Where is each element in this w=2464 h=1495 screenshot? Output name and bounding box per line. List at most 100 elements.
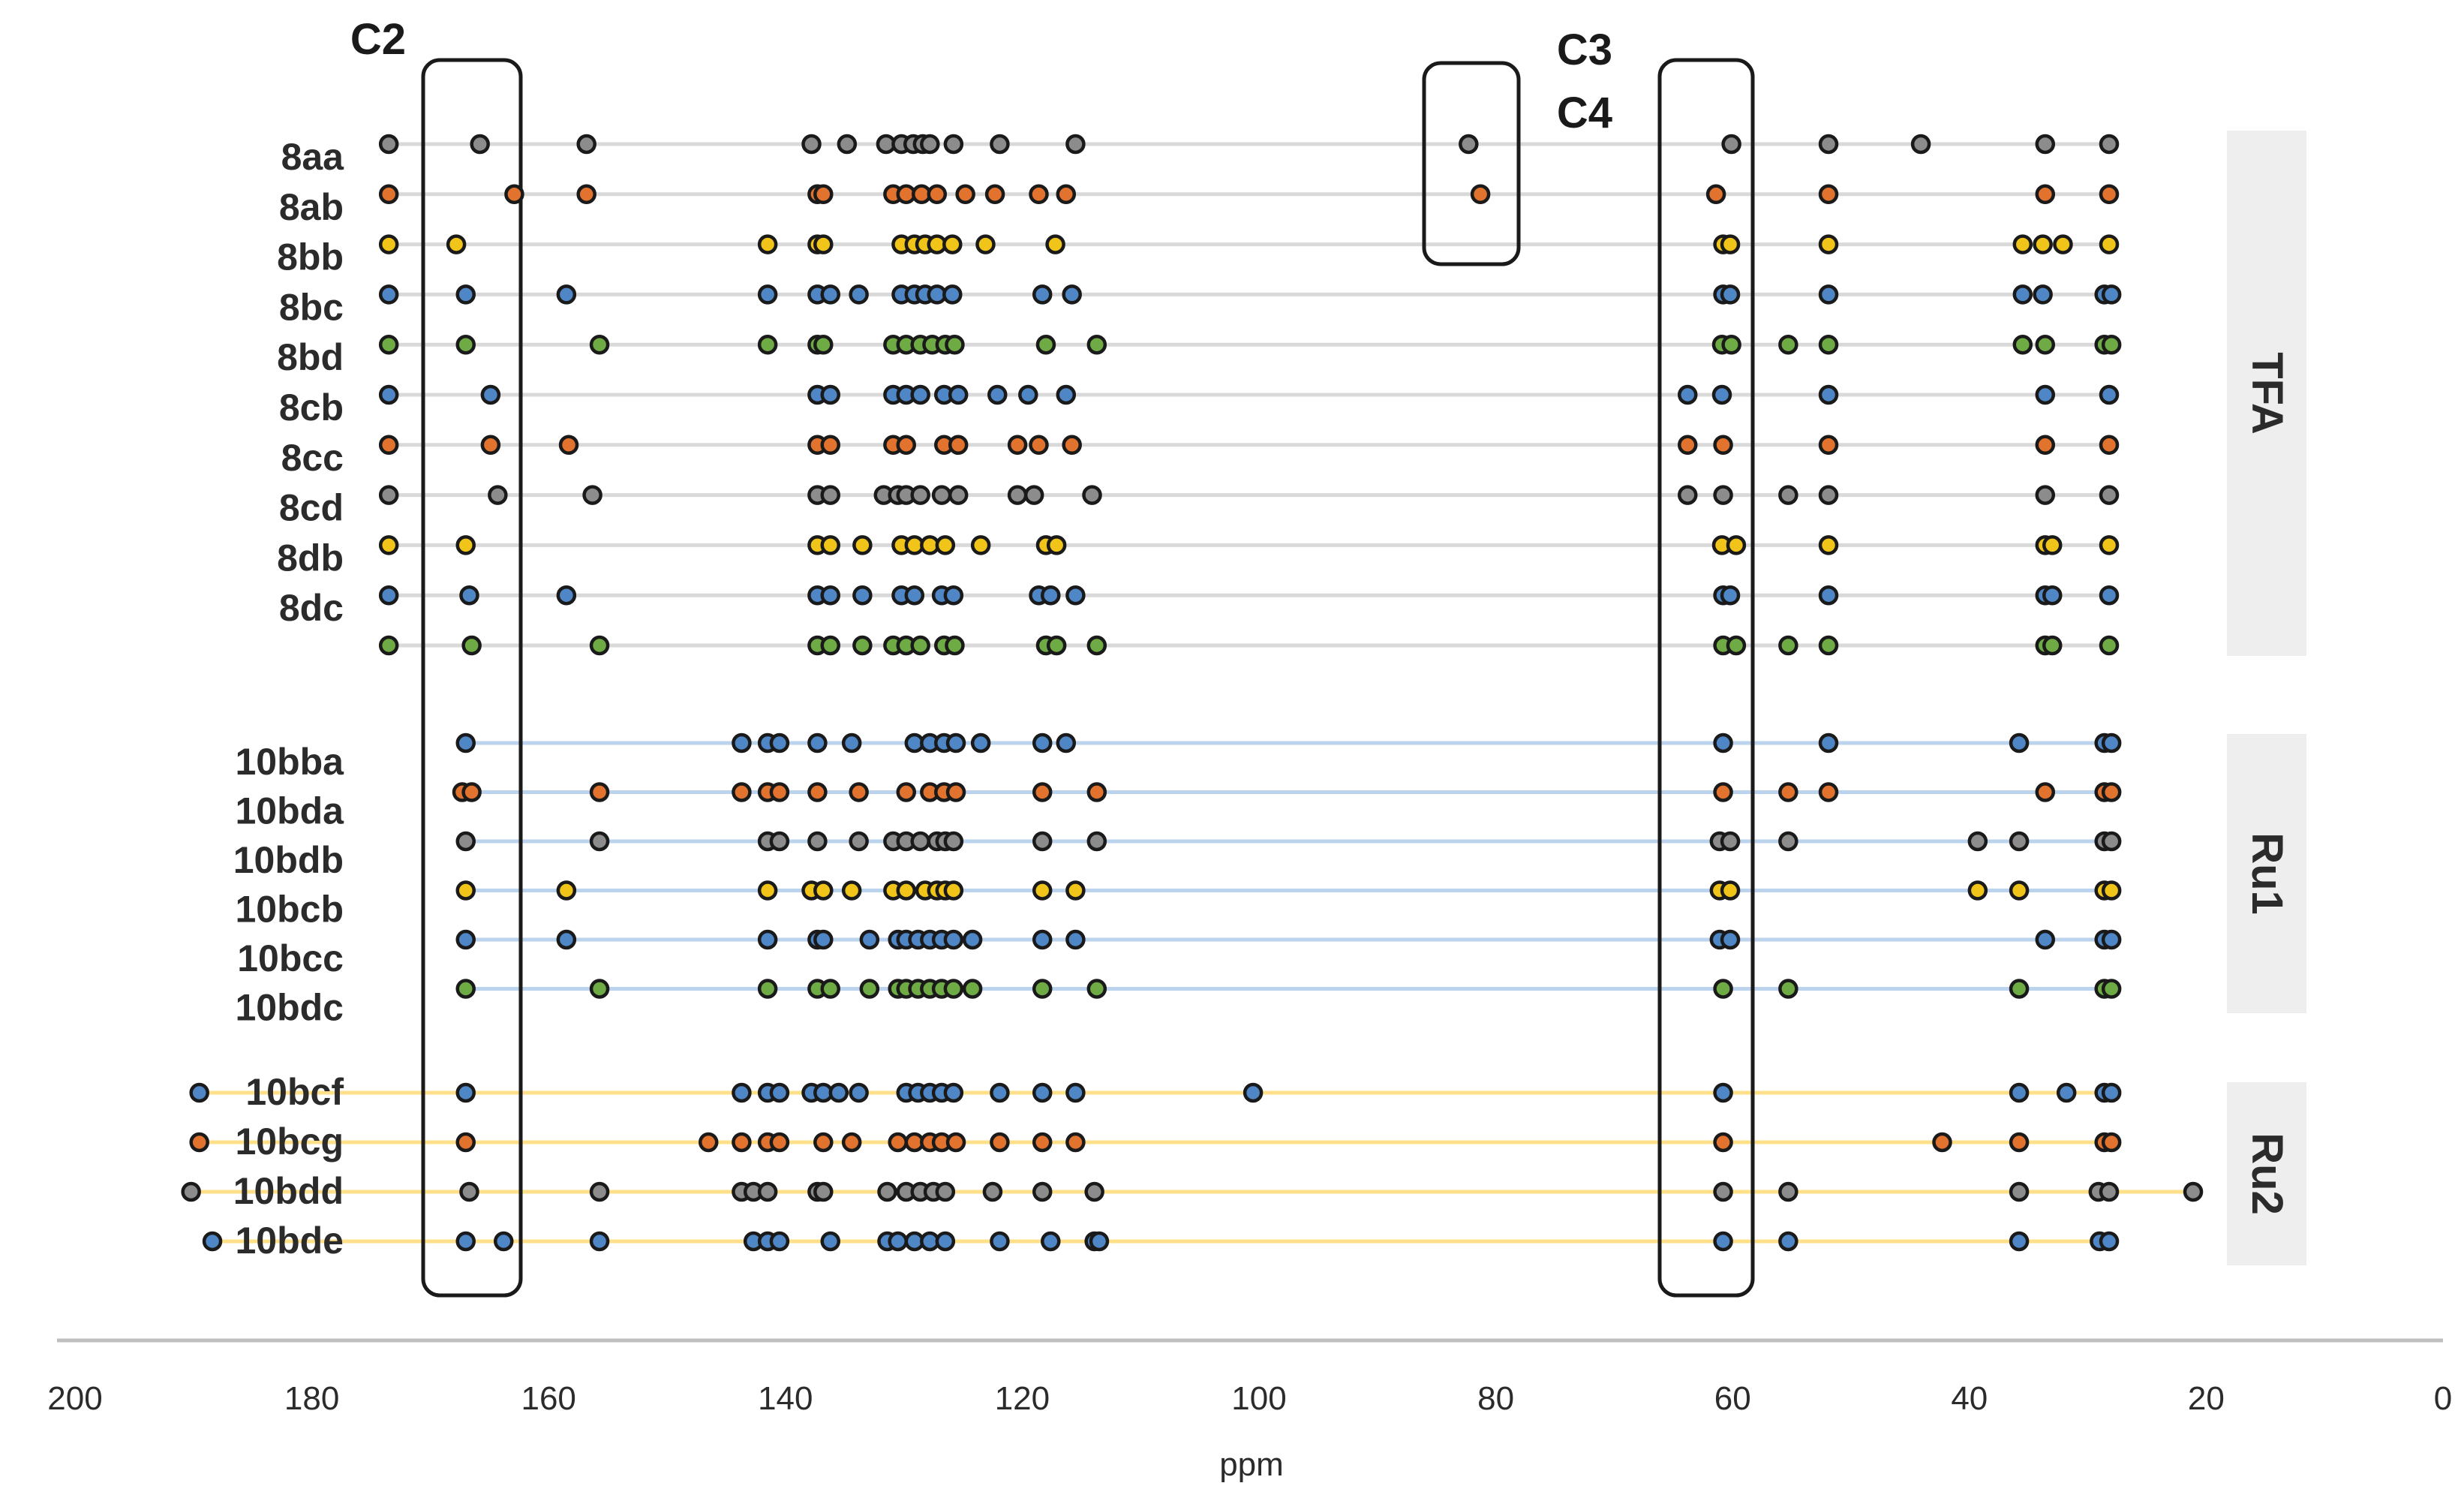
data-point [1720, 585, 1741, 606]
data-point [2009, 1132, 2030, 1153]
data-point [446, 234, 467, 254]
data-point [820, 585, 841, 606]
data-point [801, 134, 822, 155]
data-point [1007, 435, 1028, 456]
data-point [1818, 485, 1839, 505]
data-point [1778, 1231, 1798, 1252]
data-point [807, 831, 828, 852]
data-point [1243, 1082, 1264, 1103]
row-label: 10bcg [235, 1120, 344, 1163]
data-point [931, 485, 952, 505]
data-point [896, 435, 917, 456]
data-point [984, 184, 1005, 205]
data-point [1818, 234, 1839, 254]
data-point [1065, 1132, 1086, 1153]
data-point [1778, 485, 1798, 505]
data-point [2099, 635, 2120, 656]
data-point [2035, 334, 2056, 355]
data-point [1778, 334, 1798, 355]
data-point [2099, 585, 2120, 606]
group-label-ru1: Ru1 [2243, 832, 2291, 915]
data-point [2101, 732, 2122, 754]
data-point [1086, 831, 1107, 852]
data-point [990, 1132, 1010, 1153]
data-point [982, 1181, 1003, 1202]
row-label: 10bde [235, 1220, 344, 1262]
data-point [1065, 585, 1086, 606]
data-point [841, 732, 862, 754]
data-point [1029, 435, 1049, 456]
data-point [1726, 635, 1747, 656]
data-point [837, 134, 858, 155]
data-point [2053, 234, 2073, 254]
data-point [1032, 1132, 1053, 1153]
data-points [181, 134, 2204, 1252]
data-point [888, 1132, 908, 1153]
data-point [807, 782, 828, 802]
data-point [2035, 782, 2056, 802]
data-point [1084, 1181, 1104, 1202]
x-tick-label: 0 [2434, 1380, 2452, 1417]
data-point [942, 284, 963, 305]
data-point [975, 234, 996, 254]
data-point [896, 880, 917, 901]
data-point [2033, 234, 2053, 254]
data-point [2183, 1181, 2204, 1202]
data-point [1818, 134, 1839, 155]
data-point [1086, 635, 1107, 656]
data-point [1082, 485, 1102, 505]
group-label-ru2: Ru2 [2243, 1133, 2291, 1215]
data-point [1778, 635, 1798, 656]
data-point [2012, 284, 2033, 305]
data-point [589, 1231, 610, 1252]
data-point [202, 1231, 223, 1252]
data-point [2035, 134, 2056, 155]
data-point [2009, 880, 2030, 901]
data-point [945, 635, 965, 656]
data-point [841, 1132, 862, 1153]
data-point [1818, 435, 1839, 456]
data-point [1713, 1231, 1733, 1252]
row-label: 10bdc [235, 987, 344, 1029]
data-point [1677, 435, 1698, 456]
data-point [556, 929, 577, 950]
data-point [2099, 1181, 2120, 1202]
data-point [849, 782, 869, 802]
data-point [813, 234, 834, 254]
data-point [859, 979, 880, 999]
data-point [1459, 134, 1479, 155]
data-point [455, 979, 476, 999]
data-point [2009, 1181, 2030, 1202]
data-point [1713, 435, 1733, 456]
data-point [2101, 1132, 2122, 1153]
data-point [962, 979, 983, 999]
data-point [1086, 782, 1107, 802]
data-point [2009, 1082, 2030, 1103]
data-point [2042, 635, 2063, 656]
data-point [493, 1231, 514, 1252]
data-point [970, 732, 991, 754]
ru1-band [2227, 734, 2306, 1013]
data-point [556, 284, 577, 305]
data-point [945, 334, 965, 355]
data-point [1713, 979, 1733, 999]
data-point [480, 435, 501, 456]
data-point [1032, 880, 1053, 901]
data-point [757, 979, 778, 999]
data-point [945, 732, 966, 754]
row-label: 10bdd [233, 1170, 344, 1212]
data-point [1062, 435, 1082, 456]
data-point [820, 1231, 841, 1252]
data-point [2012, 334, 2033, 355]
data-point [1713, 782, 1733, 802]
data-point [1056, 732, 1077, 754]
data-point [1720, 831, 1741, 852]
data-point [1720, 234, 1741, 254]
data-point [378, 635, 399, 656]
data-point [955, 184, 975, 205]
data-point [970, 535, 991, 555]
data-point [378, 234, 399, 254]
data-point [2056, 1082, 2077, 1103]
data-point [813, 334, 834, 355]
